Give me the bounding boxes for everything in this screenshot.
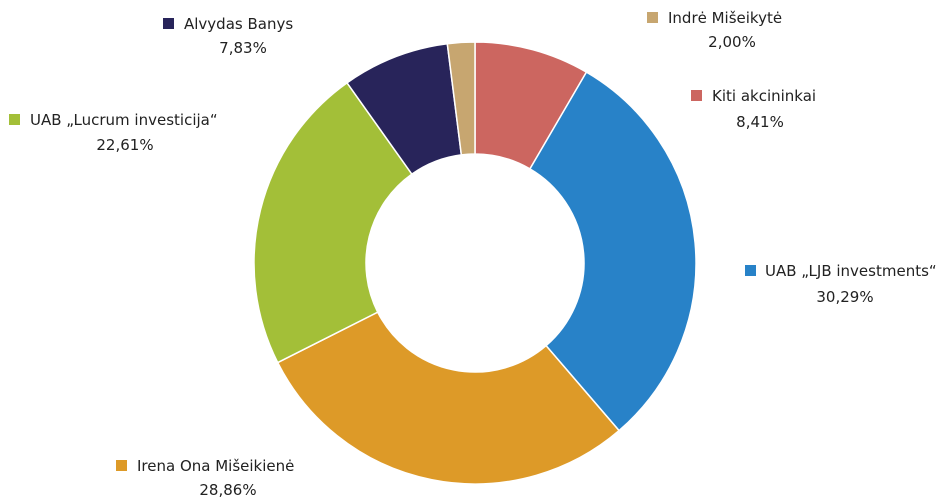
donut-slice-2 xyxy=(276,311,621,485)
value-kiti-akcininkai: 8,41% xyxy=(736,113,784,131)
donut-slice-5 xyxy=(446,41,476,156)
legend-key-ljb-investments xyxy=(745,265,756,276)
value-lucrum-investicija: 22,61% xyxy=(96,136,153,154)
label-kiti-akcininkai: Kiti akcininkai xyxy=(712,87,816,105)
label-irena-ona-miseikiene: Irena Ona Mišeikienė xyxy=(137,457,294,475)
legend-key-alvydas-banys xyxy=(163,18,174,29)
label-indre-miseikyte: Indrė Mišeikytė xyxy=(668,9,782,27)
value-indre-miseikyte: 2,00% xyxy=(708,33,756,51)
value-irena-ona-miseikiene: 28,86% xyxy=(199,481,256,497)
label-ljb-investments: UAB „LJB investments“ xyxy=(765,262,937,280)
value-ljb-investments: 30,29% xyxy=(816,288,873,306)
slice-labels: Kiti akcininkai 8,41% UAB „LJB investmen… xyxy=(9,9,937,497)
legend-key-irena-ona-miseikiene xyxy=(116,460,127,471)
label-lucrum-investicija: UAB „Lucrum investicija“ xyxy=(30,111,218,129)
label-alvydas-banys: Alvydas Banys xyxy=(184,15,293,33)
donut-slices xyxy=(253,41,697,485)
value-alvydas-banys: 7,83% xyxy=(219,39,267,57)
legend-key-kiti-akcininkai xyxy=(691,90,702,101)
legend-key-lucrum-investicija xyxy=(9,114,20,125)
donut-slice-1 xyxy=(528,71,697,432)
donut-slice-3 xyxy=(253,81,413,364)
legend-key-indre-miseikyte xyxy=(647,12,658,23)
